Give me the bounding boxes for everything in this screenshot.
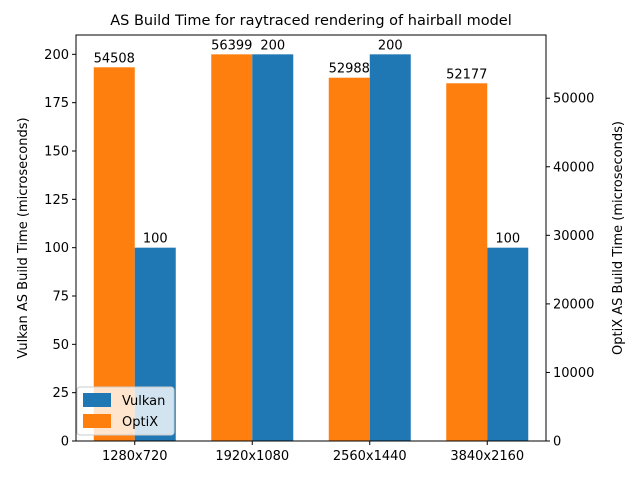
legend-swatch-optix [83, 414, 111, 428]
left-tick-label: 50 [52, 338, 69, 353]
data-label-optix-1920x1080: 56399 [211, 38, 252, 53]
legend: Vulkan OptiX [76, 386, 175, 436]
left-axis: 0 25 50 75 100 125 150 175 200 [44, 48, 76, 450]
x-axis: 1280x720 1920x1080 2560x1440 3840x2160 [102, 441, 524, 464]
data-labels: 54508 56399 52988 52177 100 200 200 100 [94, 38, 521, 246]
chart-title: AS Build Time for raytraced rendering of… [110, 13, 511, 29]
data-label-vulkan-1280x720: 100 [143, 232, 168, 247]
bar-optix-2560x1440 [328, 77, 370, 441]
x-tick-label: 1280x720 [102, 449, 168, 464]
right-tick-label: 10000 [553, 366, 594, 381]
x-tick-label: 2560x1440 [333, 449, 407, 464]
plot-bars [93, 54, 529, 442]
right-tick-label: 0 [553, 435, 561, 450]
right-tick-label: 50000 [553, 92, 594, 107]
left-tick-label: 175 [44, 96, 69, 111]
left-tick-label: 150 [44, 145, 69, 160]
right-tick-label: 20000 [553, 297, 594, 312]
x-tick-label: 3840x2160 [450, 449, 524, 464]
data-label-optix-2560x1440: 52988 [329, 62, 370, 77]
data-label-vulkan-3840x2160: 100 [495, 232, 520, 247]
left-tick-label: 100 [44, 241, 69, 256]
left-tick-label: 75 [52, 290, 69, 305]
x-tick-label: 1920x1080 [215, 449, 289, 464]
plot-frame [75, 34, 547, 442]
bar-optix-1280x720 [93, 67, 135, 441]
data-label-vulkan-2560x1440: 200 [378, 38, 403, 53]
right-tick-label: 30000 [553, 229, 594, 244]
data-label-optix-1280x720: 54508 [94, 51, 135, 66]
left-tick-label: 0 [61, 435, 69, 450]
data-label-optix-3840x2160: 52177 [446, 67, 487, 82]
legend-swatch-vulkan [83, 393, 111, 407]
bar-optix-1920x1080 [211, 54, 253, 442]
bar-optix-3840x2160 [446, 83, 488, 442]
right-tick-label: 40000 [553, 160, 594, 175]
legend-label-vulkan: Vulkan [122, 394, 165, 409]
right-axis: 0 10000 20000 30000 40000 50000 [546, 92, 594, 450]
left-tick-label: 200 [44, 48, 69, 63]
bar-vulkan-2560x1440 [369, 54, 411, 441]
legend-label-optix: OptiX [122, 415, 158, 430]
left-axis-title: Vulkan AS Build Time (microseconds) [16, 117, 31, 358]
bar-vulkan-3840x2160 [487, 247, 529, 441]
data-label-vulkan-1920x1080: 200 [260, 38, 285, 53]
right-axis-title: OptiX AS Build Time (microseconds) [611, 121, 626, 355]
left-tick-label: 25 [52, 386, 69, 401]
bar-vulkan-1920x1080 [252, 54, 294, 441]
left-tick-label: 125 [44, 193, 69, 208]
